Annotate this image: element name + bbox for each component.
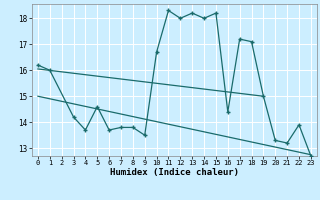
X-axis label: Humidex (Indice chaleur): Humidex (Indice chaleur) (110, 168, 239, 177)
